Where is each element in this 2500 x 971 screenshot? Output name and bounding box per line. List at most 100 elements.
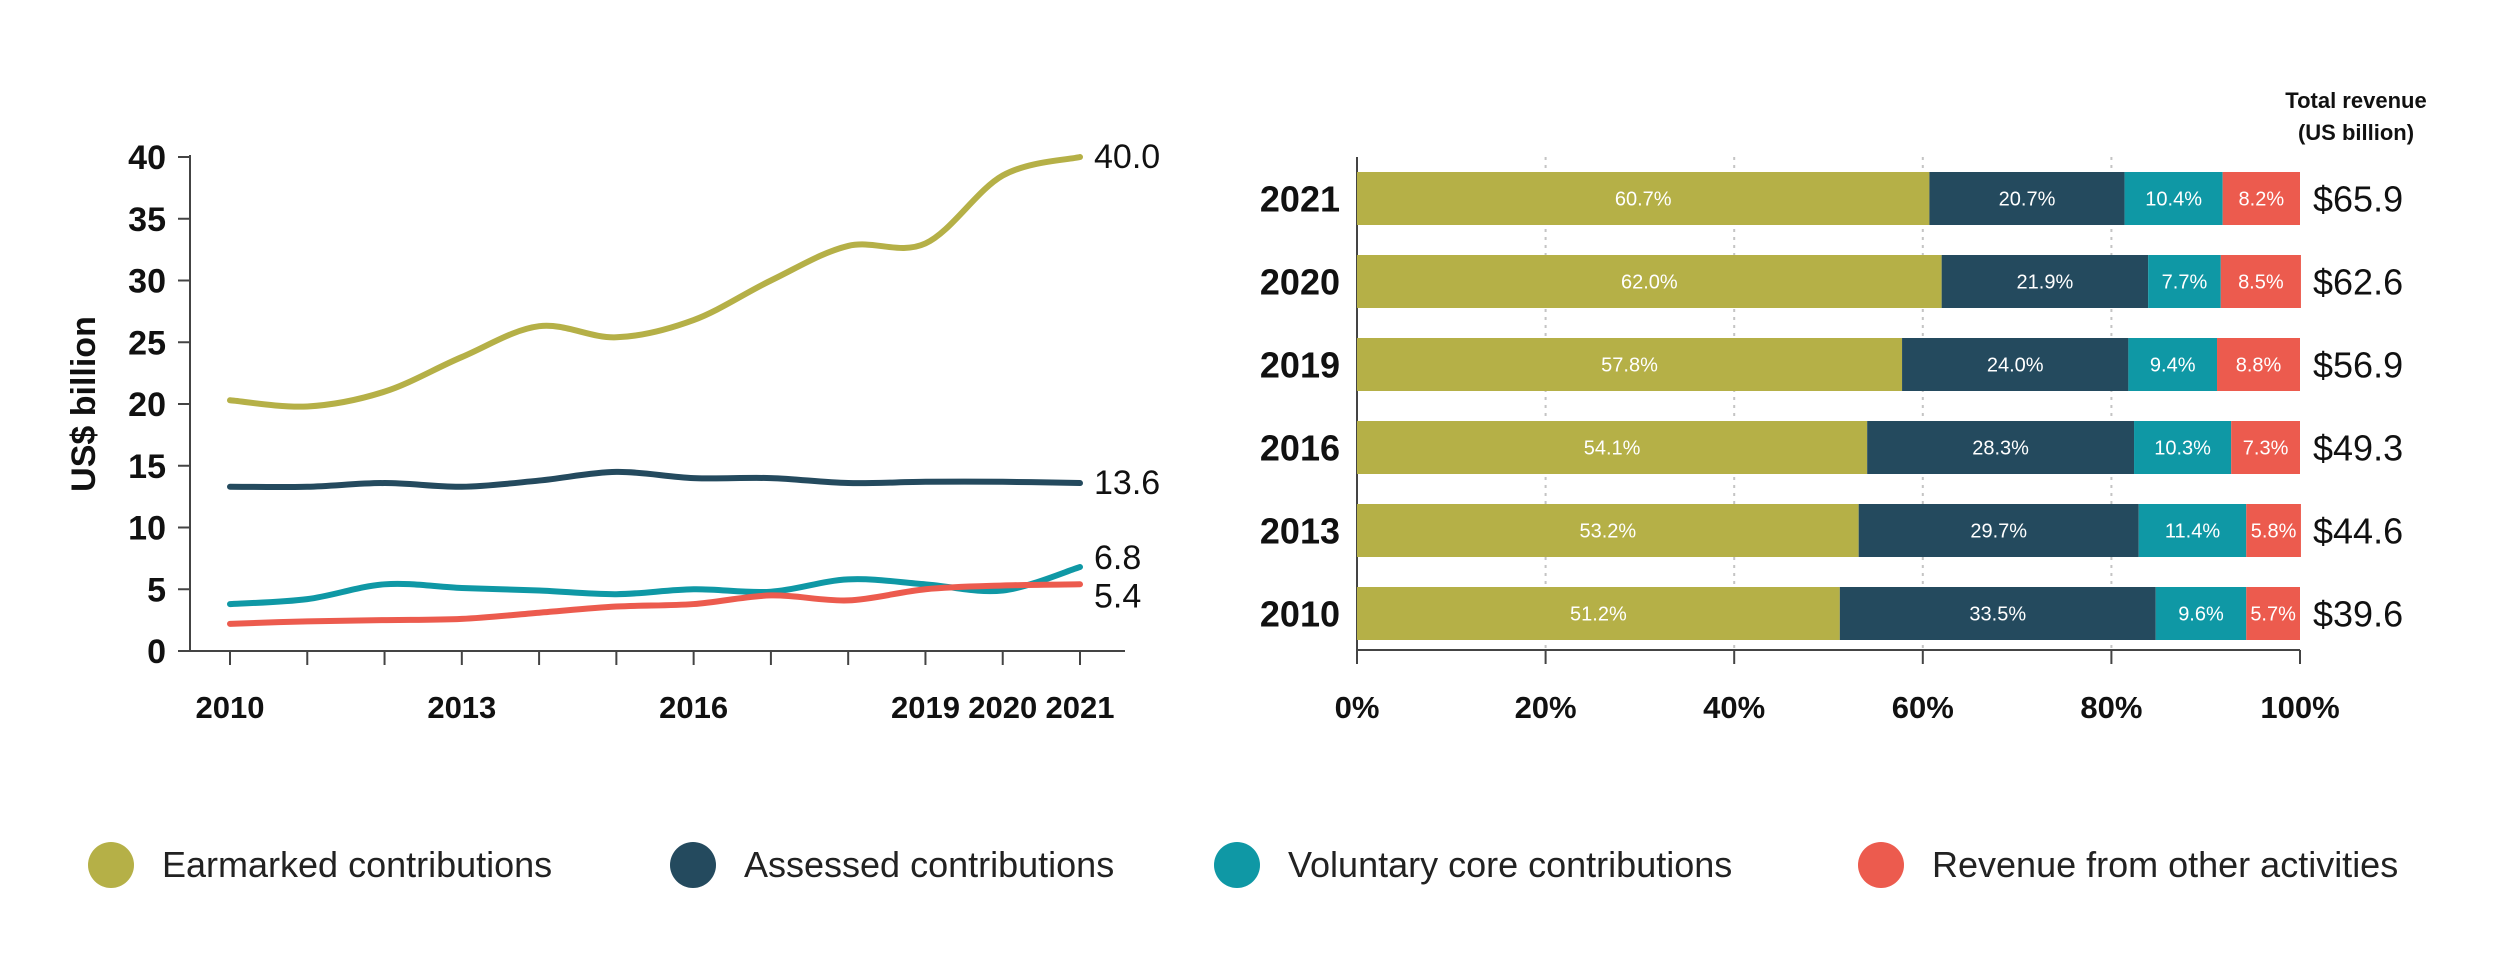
- circle-swatch-icon: [670, 842, 716, 888]
- legend-label: Revenue from other activities: [1932, 844, 2399, 885]
- bar-segment-label-earmarked: 60.7%: [1615, 189, 1672, 211]
- bar-segment-earmarked: [1357, 338, 1903, 391]
- bar-segment-assessed: [1867, 421, 2135, 474]
- bar-segment-label-earmarked: 62.0%: [1621, 272, 1678, 294]
- bar-total-label: $62.6: [2313, 262, 2403, 303]
- bar-segment-voluntary: [2155, 587, 2247, 640]
- x-tick-label: 2021: [1046, 690, 1115, 725]
- bar-segment-earmarked: [1357, 421, 1868, 474]
- bar-segment-assessed: [1839, 587, 2156, 640]
- x-tick-label: 2020: [968, 690, 1037, 725]
- bar-segment-label-other: 8.2%: [2239, 189, 2285, 211]
- series-line-earmarked: [227, 154, 1083, 410]
- bar-segment-voluntary: [2134, 421, 2232, 474]
- bar-category-label: 2019: [1260, 345, 1340, 386]
- bar-category-label: 2010: [1260, 594, 1340, 635]
- bar-x-tick-label: 100%: [2260, 690, 2339, 725]
- bar-segment-label-earmarked: 57.8%: [1601, 355, 1658, 377]
- bar-x-tick-label: 40%: [1703, 690, 1765, 725]
- bar-segment-other: [2246, 504, 2301, 557]
- bar-total-label: $49.3: [2313, 428, 2403, 469]
- legend-item-other: Revenue from other activities: [1858, 820, 2398, 910]
- bar-segment-earmarked: [1357, 255, 1942, 308]
- bar-segment-assessed: [1902, 338, 2129, 391]
- bar-segment-assessed: [1929, 172, 2125, 225]
- total-revenue-unit: (US billion): [2298, 120, 2414, 145]
- bar-segment-voluntary: [2148, 255, 2221, 308]
- bar-segment-label-voluntary: 7.7%: [2162, 272, 2208, 294]
- bar-segment-voluntary: [2138, 504, 2247, 557]
- y-tick-label: 35: [128, 201, 166, 239]
- bar-segment-label-voluntary: 10.4%: [2145, 189, 2202, 211]
- bar-segment-voluntary: [2124, 172, 2223, 225]
- y-tick-label: 0: [147, 633, 166, 671]
- bar-segment-label-earmarked: 54.1%: [1584, 438, 1641, 460]
- bar-segment-other: [2222, 172, 2300, 225]
- legend-item-voluntary: Voluntary core contributions: [1214, 820, 1732, 910]
- total-revenue-header: Total revenue: [2285, 88, 2426, 113]
- bar-category-label: 2021: [1260, 179, 1340, 220]
- bar-segment-label-assessed: 28.3%: [1972, 438, 2029, 460]
- bar-segment-label-other: 8.5%: [2238, 272, 2284, 294]
- legend: Earmarked contributions Assessed contribu…: [0, 820, 2500, 910]
- bar-total-label: $44.6: [2313, 511, 2403, 552]
- end-value-label-assessed: 13.6: [1094, 464, 1160, 502]
- bar-segment-label-voluntary: 10.3%: [2154, 438, 2211, 460]
- legend-item-earmarked: Earmarked contributions: [88, 820, 552, 910]
- legend-item-assessed: Assessed contributions: [670, 820, 1114, 910]
- bar-total-label: $65.9: [2313, 179, 2403, 220]
- bar-segment-label-other: 7.3%: [2243, 438, 2289, 460]
- legend-label: Earmarked contributions: [162, 844, 553, 885]
- series-line-other: [227, 581, 1083, 627]
- bar-segment-label-assessed: 21.9%: [2017, 272, 2074, 294]
- x-tick-label: 2016: [659, 690, 728, 725]
- bar-segment-other: [2246, 587, 2300, 640]
- series-line-assessed: [227, 468, 1083, 491]
- bar-segment-label-other: 5.7%: [2250, 604, 2296, 626]
- bar-x-tick-label: 80%: [2080, 690, 2142, 725]
- y-tick-label: 40: [128, 139, 166, 177]
- legend-label: Voluntary core contributions: [1288, 844, 1733, 885]
- bar-segment-label-earmarked: 53.2%: [1579, 521, 1636, 543]
- bar-segment-label-voluntary: 11.4%: [2165, 521, 2220, 543]
- bar-x-tick-label: 0%: [1335, 690, 1380, 725]
- x-tick-label: 2010: [196, 690, 265, 725]
- bar-segment-assessed: [1858, 504, 2139, 557]
- bar-segment-label-earmarked: 51.2%: [1570, 604, 1627, 626]
- bar-category-label: 2016: [1260, 428, 1340, 469]
- bar-x-tick-label: 60%: [1892, 690, 1954, 725]
- bar-category-label: 2020: [1260, 262, 1340, 303]
- bar-segment-earmarked: [1357, 587, 1840, 640]
- y-tick-label: 10: [128, 510, 166, 548]
- legend-label: Assessed contributions: [744, 844, 1115, 885]
- bar-segment-other: [2220, 255, 2301, 308]
- end-value-label-earmarked: 40.0: [1094, 138, 1160, 176]
- bar-total-label: $39.6: [2313, 594, 2403, 635]
- x-tick-label: 2019: [891, 690, 960, 725]
- bar-segment-voluntary: [2128, 338, 2218, 391]
- bar-segment-label-assessed: 29.7%: [1970, 521, 2027, 543]
- y-tick-label: 20: [128, 386, 166, 424]
- bar-category-label: 2013: [1260, 511, 1340, 552]
- y-axis-title: US$ billion: [65, 316, 103, 492]
- circle-swatch-icon: [88, 842, 134, 888]
- y-tick-label: 25: [128, 324, 166, 362]
- bar-segment-label-assessed: 33.5%: [1969, 604, 2026, 626]
- circle-swatch-icon: [1214, 842, 1260, 888]
- end-value-label-voluntary: 6.8: [1094, 539, 1141, 577]
- y-tick-label: 15: [128, 448, 166, 486]
- bar-total-label: $56.9: [2313, 345, 2403, 386]
- circle-swatch-icon: [1858, 842, 1904, 888]
- bar-segment-label-voluntary: 9.4%: [2150, 355, 2196, 377]
- bar-segment-other: [2231, 421, 2300, 474]
- bar-segment-other: [2217, 338, 2300, 391]
- bar-segment-assessed: [1941, 255, 2149, 308]
- bar-segment-label-other: 5.8%: [2251, 521, 2297, 543]
- bar-segment-label-other: 8.8%: [2236, 355, 2282, 377]
- y-tick-label: 30: [128, 263, 166, 301]
- y-tick-label: 5: [147, 571, 166, 609]
- bar-segment-label-assessed: 20.7%: [1999, 189, 2056, 211]
- bar-segment-earmarked: [1357, 504, 1859, 557]
- bar-segment-label-assessed: 24.0%: [1987, 355, 2044, 377]
